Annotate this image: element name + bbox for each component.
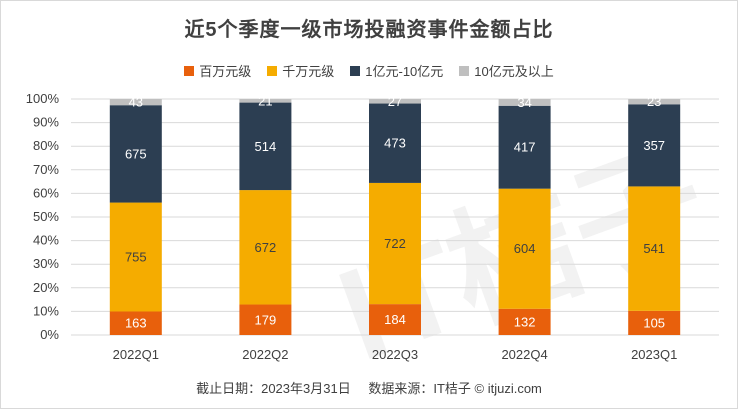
bar-segment <box>628 186 681 311</box>
bar-segment <box>628 99 681 105</box>
bar-segment <box>628 104 681 187</box>
bar-segment <box>369 182 421 305</box>
legend-label-qian-wan: 千万元级 <box>282 64 335 79</box>
y-tick-label: 10% <box>33 303 59 318</box>
data-label: 541 <box>643 241 665 256</box>
legend-item-bai-wan: 百万元级 <box>184 61 251 80</box>
bar-segment <box>239 99 292 103</box>
legend-item-yi-yi: 1亿元-10亿元 <box>350 61 443 80</box>
legend-swatch-shi-yi <box>459 65 470 76</box>
legend-item-shi-yi: 10亿元及以上 <box>459 61 554 80</box>
x-tick-label: 2022Q4 <box>501 347 547 362</box>
bar-segment <box>109 105 162 203</box>
bar-segment <box>369 99 421 104</box>
y-tick-label: 0% <box>40 327 59 342</box>
data-label: 417 <box>514 140 536 155</box>
y-tick-label: 20% <box>33 280 59 295</box>
bar-segment <box>369 103 421 183</box>
data-label: 163 <box>125 316 147 331</box>
data-label: 473 <box>384 136 406 151</box>
legend-item-qian-wan: 千万元级 <box>267 61 334 80</box>
y-tick-label: 60% <box>33 185 59 200</box>
data-label: 179 <box>255 312 277 327</box>
bar-segment <box>109 202 162 312</box>
data-label: 21 <box>258 93 272 108</box>
data-label: 514 <box>255 139 277 154</box>
legend-label-bai-wan: 百万元级 <box>199 64 252 79</box>
y-tick-label: 90% <box>33 115 59 130</box>
data-label: 105 <box>643 315 665 330</box>
bar-segment <box>498 308 551 335</box>
y-tick-label: 70% <box>33 162 59 177</box>
x-tick-label: 2022Q1 <box>113 347 159 362</box>
bar-segment <box>239 190 292 305</box>
data-label: 27 <box>388 94 402 109</box>
bar-segment <box>498 188 551 309</box>
y-tick-label: 40% <box>33 233 59 248</box>
data-label: 184 <box>384 312 406 327</box>
data-label: 23 <box>647 94 661 109</box>
footer: 截止日期：2023年3月31日 数据来源：IT桔子 © itjuzi.com <box>1 378 737 397</box>
x-tick-label: 2022Q3 <box>372 347 418 362</box>
y-tick-label: 30% <box>33 256 59 271</box>
legend-label-yi-yi: 1亿元-10亿元 <box>365 64 444 79</box>
data-label: 722 <box>384 236 406 251</box>
data-label: 132 <box>514 314 536 329</box>
bar-segment <box>239 102 292 191</box>
data-label: 604 <box>514 241 536 256</box>
footer-source: 数据来源：IT桔子 © itjuzi.com <box>368 381 542 396</box>
data-label: 357 <box>643 138 665 153</box>
footer-date: 截止日期：2023年3月31日 <box>196 381 351 396</box>
bar-segment <box>109 311 162 335</box>
bar-segment <box>628 310 681 335</box>
data-label: 672 <box>255 240 277 255</box>
data-label: 43 <box>129 95 143 110</box>
legend-swatch-qian-wan <box>267 65 278 76</box>
legend-swatch-bai-wan <box>184 65 195 76</box>
x-tick-label: 2023Q1 <box>631 347 677 362</box>
legend-label-shi-yi: 10亿元及以上 <box>474 64 554 79</box>
bar-segment <box>498 99 551 106</box>
bar-segment <box>109 99 162 106</box>
data-label: 675 <box>125 146 147 161</box>
y-tick-label: 50% <box>33 209 59 224</box>
data-label: 755 <box>125 250 147 265</box>
bar-segment <box>239 304 292 335</box>
chart-title: 近5个季度一级市场投融资事件金额占比 <box>184 19 554 41</box>
y-tick-label: 80% <box>33 138 59 153</box>
data-label: 34 <box>517 95 531 110</box>
bar-segment <box>498 105 551 189</box>
x-tick-label: 2022Q2 <box>242 347 288 362</box>
y-tick-label: 100% <box>26 91 60 106</box>
legend-swatch-yi-yi <box>350 65 361 76</box>
bar-segment <box>369 304 421 335</box>
legend: 百万元级 千万元级 1亿元-10亿元 10亿元及以上 <box>1 61 737 80</box>
